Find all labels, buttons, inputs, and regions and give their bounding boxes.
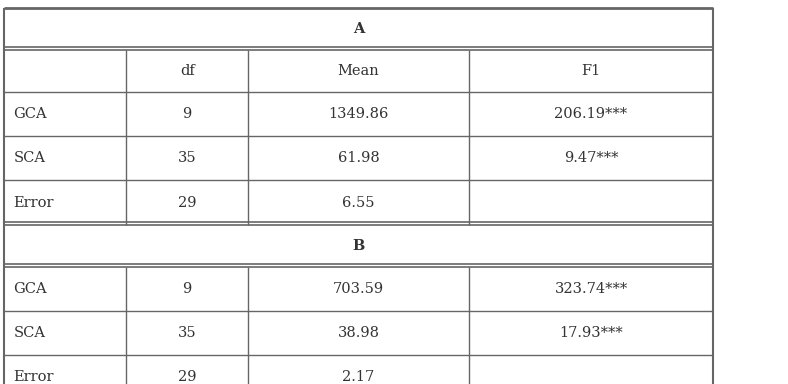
Text: A: A bbox=[353, 22, 364, 36]
Text: Mean: Mean bbox=[338, 64, 379, 78]
Text: 6.55: 6.55 bbox=[342, 195, 375, 210]
Text: 61.98: 61.98 bbox=[338, 151, 379, 166]
Text: GCA: GCA bbox=[13, 107, 47, 121]
Text: Error: Error bbox=[13, 370, 54, 384]
Text: SCA: SCA bbox=[13, 326, 46, 340]
Text: 35: 35 bbox=[178, 151, 196, 166]
Text: 9: 9 bbox=[183, 107, 191, 121]
Text: 29: 29 bbox=[178, 370, 196, 384]
Text: df: df bbox=[180, 64, 195, 78]
Text: SCA: SCA bbox=[13, 151, 46, 166]
Text: 323.74***: 323.74*** bbox=[555, 282, 627, 296]
Text: Error: Error bbox=[13, 195, 54, 210]
Text: F1: F1 bbox=[582, 64, 600, 78]
Text: 206.19***: 206.19*** bbox=[555, 107, 627, 121]
Text: 9: 9 bbox=[183, 282, 191, 296]
Text: 703.59: 703.59 bbox=[333, 282, 384, 296]
Text: 2.17: 2.17 bbox=[343, 370, 374, 384]
Text: B: B bbox=[352, 239, 365, 253]
Text: 1349.86: 1349.86 bbox=[329, 107, 388, 121]
Text: 9.47***: 9.47*** bbox=[563, 151, 619, 166]
Text: 29: 29 bbox=[178, 195, 196, 210]
Text: 38.98: 38.98 bbox=[337, 326, 380, 340]
Text: GCA: GCA bbox=[13, 282, 47, 296]
Text: 35: 35 bbox=[178, 326, 196, 340]
Text: 17.93***: 17.93*** bbox=[559, 326, 623, 340]
